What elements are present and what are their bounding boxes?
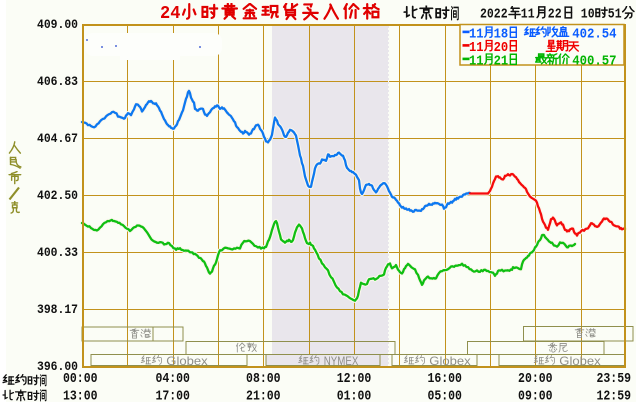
svg-text:18: 18 — [494, 27, 509, 42]
svg-text:09:00: 09:00 — [518, 390, 553, 404]
svg-text:08:00: 08:00 — [246, 372, 281, 387]
svg-text:04:00: 04:00 — [155, 372, 190, 387]
svg-text:402.50: 402.50 — [37, 188, 78, 203]
svg-text:396.00: 396.00 — [37, 359, 78, 374]
svg-text:13:00: 13:00 — [63, 390, 98, 404]
svg-text:间: 间 — [40, 373, 48, 389]
svg-text:05:00: 05:00 — [427, 390, 462, 404]
svg-text:16:00: 16:00 — [427, 372, 462, 387]
svg-text:22: 22 — [548, 7, 562, 23]
svg-text:20:00: 20:00 — [518, 372, 553, 387]
svg-text:00:00: 00:00 — [63, 372, 98, 387]
svg-text:20: 20 — [494, 41, 509, 56]
svg-text:Globex: Globex — [166, 354, 207, 368]
svg-text:11: 11 — [469, 41, 484, 56]
svg-text:12:59: 12:59 — [597, 390, 632, 404]
svg-text:406.83: 406.83 — [37, 74, 78, 89]
svg-text:400.57: 400.57 — [572, 53, 616, 69]
svg-text:间: 间 — [40, 388, 48, 404]
svg-text:17:00: 17:00 — [155, 390, 190, 404]
svg-text:11: 11 — [469, 27, 484, 42]
svg-text:NYMEX: NYMEX — [324, 354, 359, 368]
svg-text:21:00: 21:00 — [246, 390, 281, 404]
svg-text:21: 21 — [494, 54, 509, 69]
svg-text:404.67: 404.67 — [37, 131, 78, 146]
svg-text:23:59: 23:59 — [597, 372, 632, 387]
svg-text:Globex: Globex — [559, 354, 600, 368]
svg-text:402.54: 402.54 — [572, 26, 616, 42]
svg-text:01:00: 01:00 — [337, 390, 372, 404]
svg-text:409.00: 409.00 — [37, 17, 78, 32]
svg-text:400.33: 400.33 — [37, 245, 78, 260]
svg-text:Globex: Globex — [429, 354, 470, 368]
svg-text:间: 间 — [450, 4, 459, 23]
svg-text:12:00: 12:00 — [337, 372, 372, 387]
svg-text:2022: 2022 — [480, 7, 508, 23]
svg-text:398.17: 398.17 — [37, 302, 78, 317]
svg-text:11: 11 — [469, 54, 484, 69]
svg-text:24: 24 — [160, 4, 181, 24]
svg-text:11: 11 — [521, 7, 535, 23]
svg-text:51: 51 — [608, 7, 622, 23]
svg-text:10: 10 — [581, 7, 595, 23]
